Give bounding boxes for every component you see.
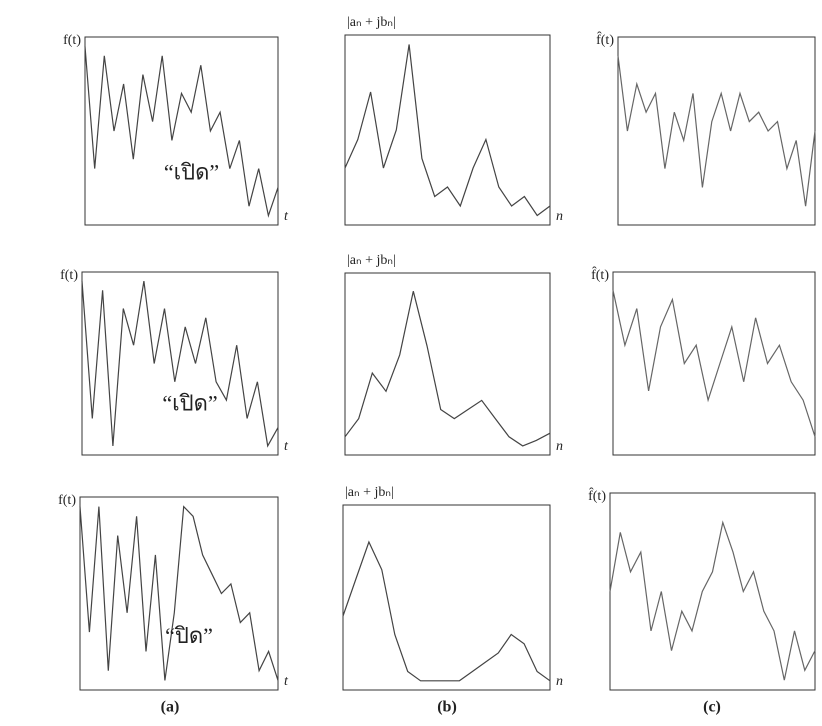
- x-axis-label: n: [556, 439, 563, 454]
- signal-line: [343, 542, 550, 681]
- signal-line: [613, 290, 815, 436]
- x-axis-label: n: [556, 674, 563, 689]
- y-axis-label: f(t): [63, 33, 81, 48]
- y-axis-label: |aₙ + jbₙ|: [347, 15, 396, 30]
- panel-caption: (c): [703, 699, 721, 716]
- x-axis-label: t: [284, 674, 289, 689]
- signal-line: [80, 507, 278, 681]
- plot-frame: [618, 37, 815, 225]
- plot-frame: [345, 35, 550, 225]
- y-axis-label: |aₙ + jbₙ|: [347, 253, 396, 268]
- signal-line: [345, 45, 550, 216]
- panel-caption: (a): [161, 699, 180, 716]
- annotation: “ปิด”: [165, 623, 213, 648]
- y-axis-label: f̂(t): [591, 266, 609, 283]
- plot-frame: [343, 505, 550, 690]
- annotation: “เปิด”: [162, 391, 217, 416]
- y-axis-label: f̂(t): [596, 31, 614, 48]
- x-axis-label: t: [284, 439, 289, 454]
- signal-line: [610, 523, 815, 681]
- figure: f(t) t “เปิด” |aₙ + jbₙ| n f̂(t) f(t) t “เปิด” |a…: [0, 0, 822, 726]
- annotation: “เปิด”: [164, 159, 219, 184]
- x-axis-label: n: [556, 209, 563, 224]
- signal-line: [345, 291, 550, 446]
- signal-line: [618, 56, 815, 206]
- y-axis-label: f(t): [60, 268, 78, 283]
- y-axis-label: f̂(t): [588, 487, 606, 504]
- signal-line: [82, 281, 278, 446]
- signal-line: [85, 46, 278, 215]
- x-axis-label: t: [284, 209, 289, 224]
- y-axis-label: |aₙ + jbₙ|: [345, 485, 394, 500]
- plot-frame: [345, 273, 550, 455]
- y-axis-label: f(t): [58, 493, 76, 508]
- plot-frame: [80, 497, 278, 690]
- plot-frame: [610, 493, 815, 690]
- panel-caption: (b): [437, 699, 457, 716]
